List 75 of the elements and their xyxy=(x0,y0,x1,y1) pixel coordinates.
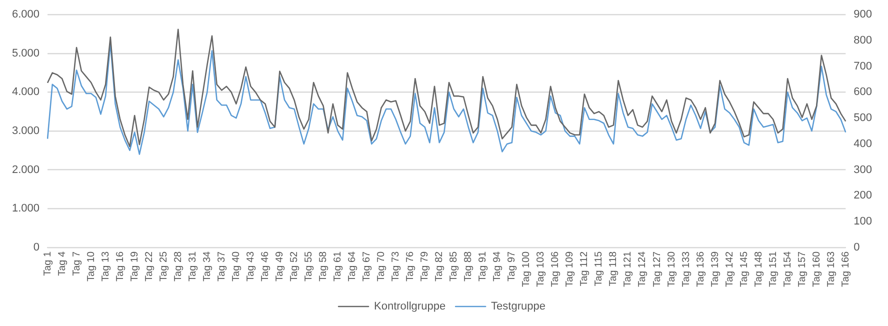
x-tick-label: Tag 22 xyxy=(144,250,155,282)
x-tick-label: Tag 55 xyxy=(303,250,314,282)
x-tick-label: Tag 133 xyxy=(680,250,692,288)
x-tick-label: Tag 76 xyxy=(405,250,416,282)
x-tick-label: Tag 127 xyxy=(652,250,663,288)
x-tick-label: Tag 64 xyxy=(347,250,358,282)
x-tick-label: Tag 136 xyxy=(695,250,706,288)
x-tick-label: Tag 34 xyxy=(202,250,213,282)
x-tick-label: Tag 100 xyxy=(521,250,532,288)
x-tick-label: Tag 79 xyxy=(420,250,431,282)
y-tick-label: 1.000 xyxy=(12,202,40,215)
y2-tick-label: 100 xyxy=(854,216,872,228)
x-tick-label: Tag 163 xyxy=(826,250,837,288)
x-tick-label: Tag 73 xyxy=(390,250,402,282)
x-tick-label: Tag 160 xyxy=(811,250,822,288)
y-tick-label: 6.000 xyxy=(12,8,40,21)
x-tick-label: Tag 46 xyxy=(260,250,271,282)
x-tick-label: Tag 166 xyxy=(840,250,852,288)
x-tick-label: Tag 157 xyxy=(796,250,808,288)
x-tick-label: Tag 106 xyxy=(550,250,562,288)
x-tick-label: Tag 40 xyxy=(230,250,242,282)
y2-tick-label: 400 xyxy=(854,138,872,150)
x-tick-label: Tag 28 xyxy=(172,250,184,282)
x-tick-label: Tag 112 xyxy=(579,250,590,286)
x-tick-label: Tag 121 xyxy=(622,250,634,288)
x-tick-label: Tag 148 xyxy=(753,250,764,288)
x-tick-label: Tag 97 xyxy=(506,250,518,282)
x-tick-label: Tag 118 xyxy=(608,250,620,286)
x-tick-label: Tag 19 xyxy=(129,250,140,282)
x-tick-label: Tag 13 xyxy=(100,250,112,282)
y2-tick-label: 0 xyxy=(854,241,860,254)
x-tick-label: Tag 43 xyxy=(245,250,256,282)
x-tick-label: Tag 103 xyxy=(536,250,547,288)
y2-tick-label: 600 xyxy=(854,86,872,98)
x-tick-label: Tag 7 xyxy=(71,250,82,276)
y2-tick-label: 500 xyxy=(854,112,872,124)
x-tick-label: Tag 82 xyxy=(434,250,446,282)
x-tick-label: Tag 85 xyxy=(448,250,460,282)
y-tick-label: 3.000 xyxy=(12,125,40,138)
legend-label: Kontrollgruppe xyxy=(374,300,446,313)
y-tick-label: 0 xyxy=(33,241,40,254)
x-tick-label: Tag 91 xyxy=(478,250,489,282)
x-tick-label: Tag 25 xyxy=(158,250,170,282)
x-tick-label: Tag 58 xyxy=(318,250,329,282)
x-tick-label: Tag 31 xyxy=(187,250,198,282)
x-tick-label: Tag 70 xyxy=(376,250,388,282)
x-tick-label: Tag 49 xyxy=(274,250,286,282)
y-tick-label: 2.000 xyxy=(12,164,40,176)
x-tick-label: Tag 1 xyxy=(42,250,54,276)
x-tick-label: Tag 10 xyxy=(86,250,97,282)
y2-tick-label: 900 xyxy=(854,8,872,21)
x-tick-label: Tag 52 xyxy=(288,250,300,282)
legend-label: Testgruppe xyxy=(491,300,546,313)
x-tick-label: Tag 37 xyxy=(216,250,228,282)
x-tick-label: Tag 154 xyxy=(782,250,794,288)
x-tick-label: Tag 4 xyxy=(56,250,68,276)
x-tick-label: Tag 61 xyxy=(332,250,344,282)
x-tick-label: Tag 142 xyxy=(724,250,736,288)
y-tick-label: 4.000 xyxy=(12,86,40,98)
x-tick-label: Tag 139 xyxy=(710,250,721,288)
y2-tick-label: 300 xyxy=(854,164,872,176)
x-tick-label: Tag 67 xyxy=(362,250,373,282)
x-tick-label: Tag 124 xyxy=(637,250,648,288)
x-tick-label: Tag 130 xyxy=(666,250,678,288)
x-tick-label: Tag 109 xyxy=(564,250,576,288)
x-tick-label: Tag 94 xyxy=(492,250,504,282)
x-tick-label: Tag 88 xyxy=(463,250,474,282)
y2-tick-label: 700 xyxy=(854,60,872,72)
y2-tick-label: 200 xyxy=(854,190,872,202)
x-tick-label: Tag 115 xyxy=(594,250,605,286)
x-tick-label: Tag 16 xyxy=(114,250,126,282)
x-tick-label: Tag 151 xyxy=(768,250,779,288)
y2-tick-label: 800 xyxy=(854,34,872,46)
x-tick-label: Tag 145 xyxy=(738,250,750,288)
y-tick-label: 5.000 xyxy=(12,47,40,60)
